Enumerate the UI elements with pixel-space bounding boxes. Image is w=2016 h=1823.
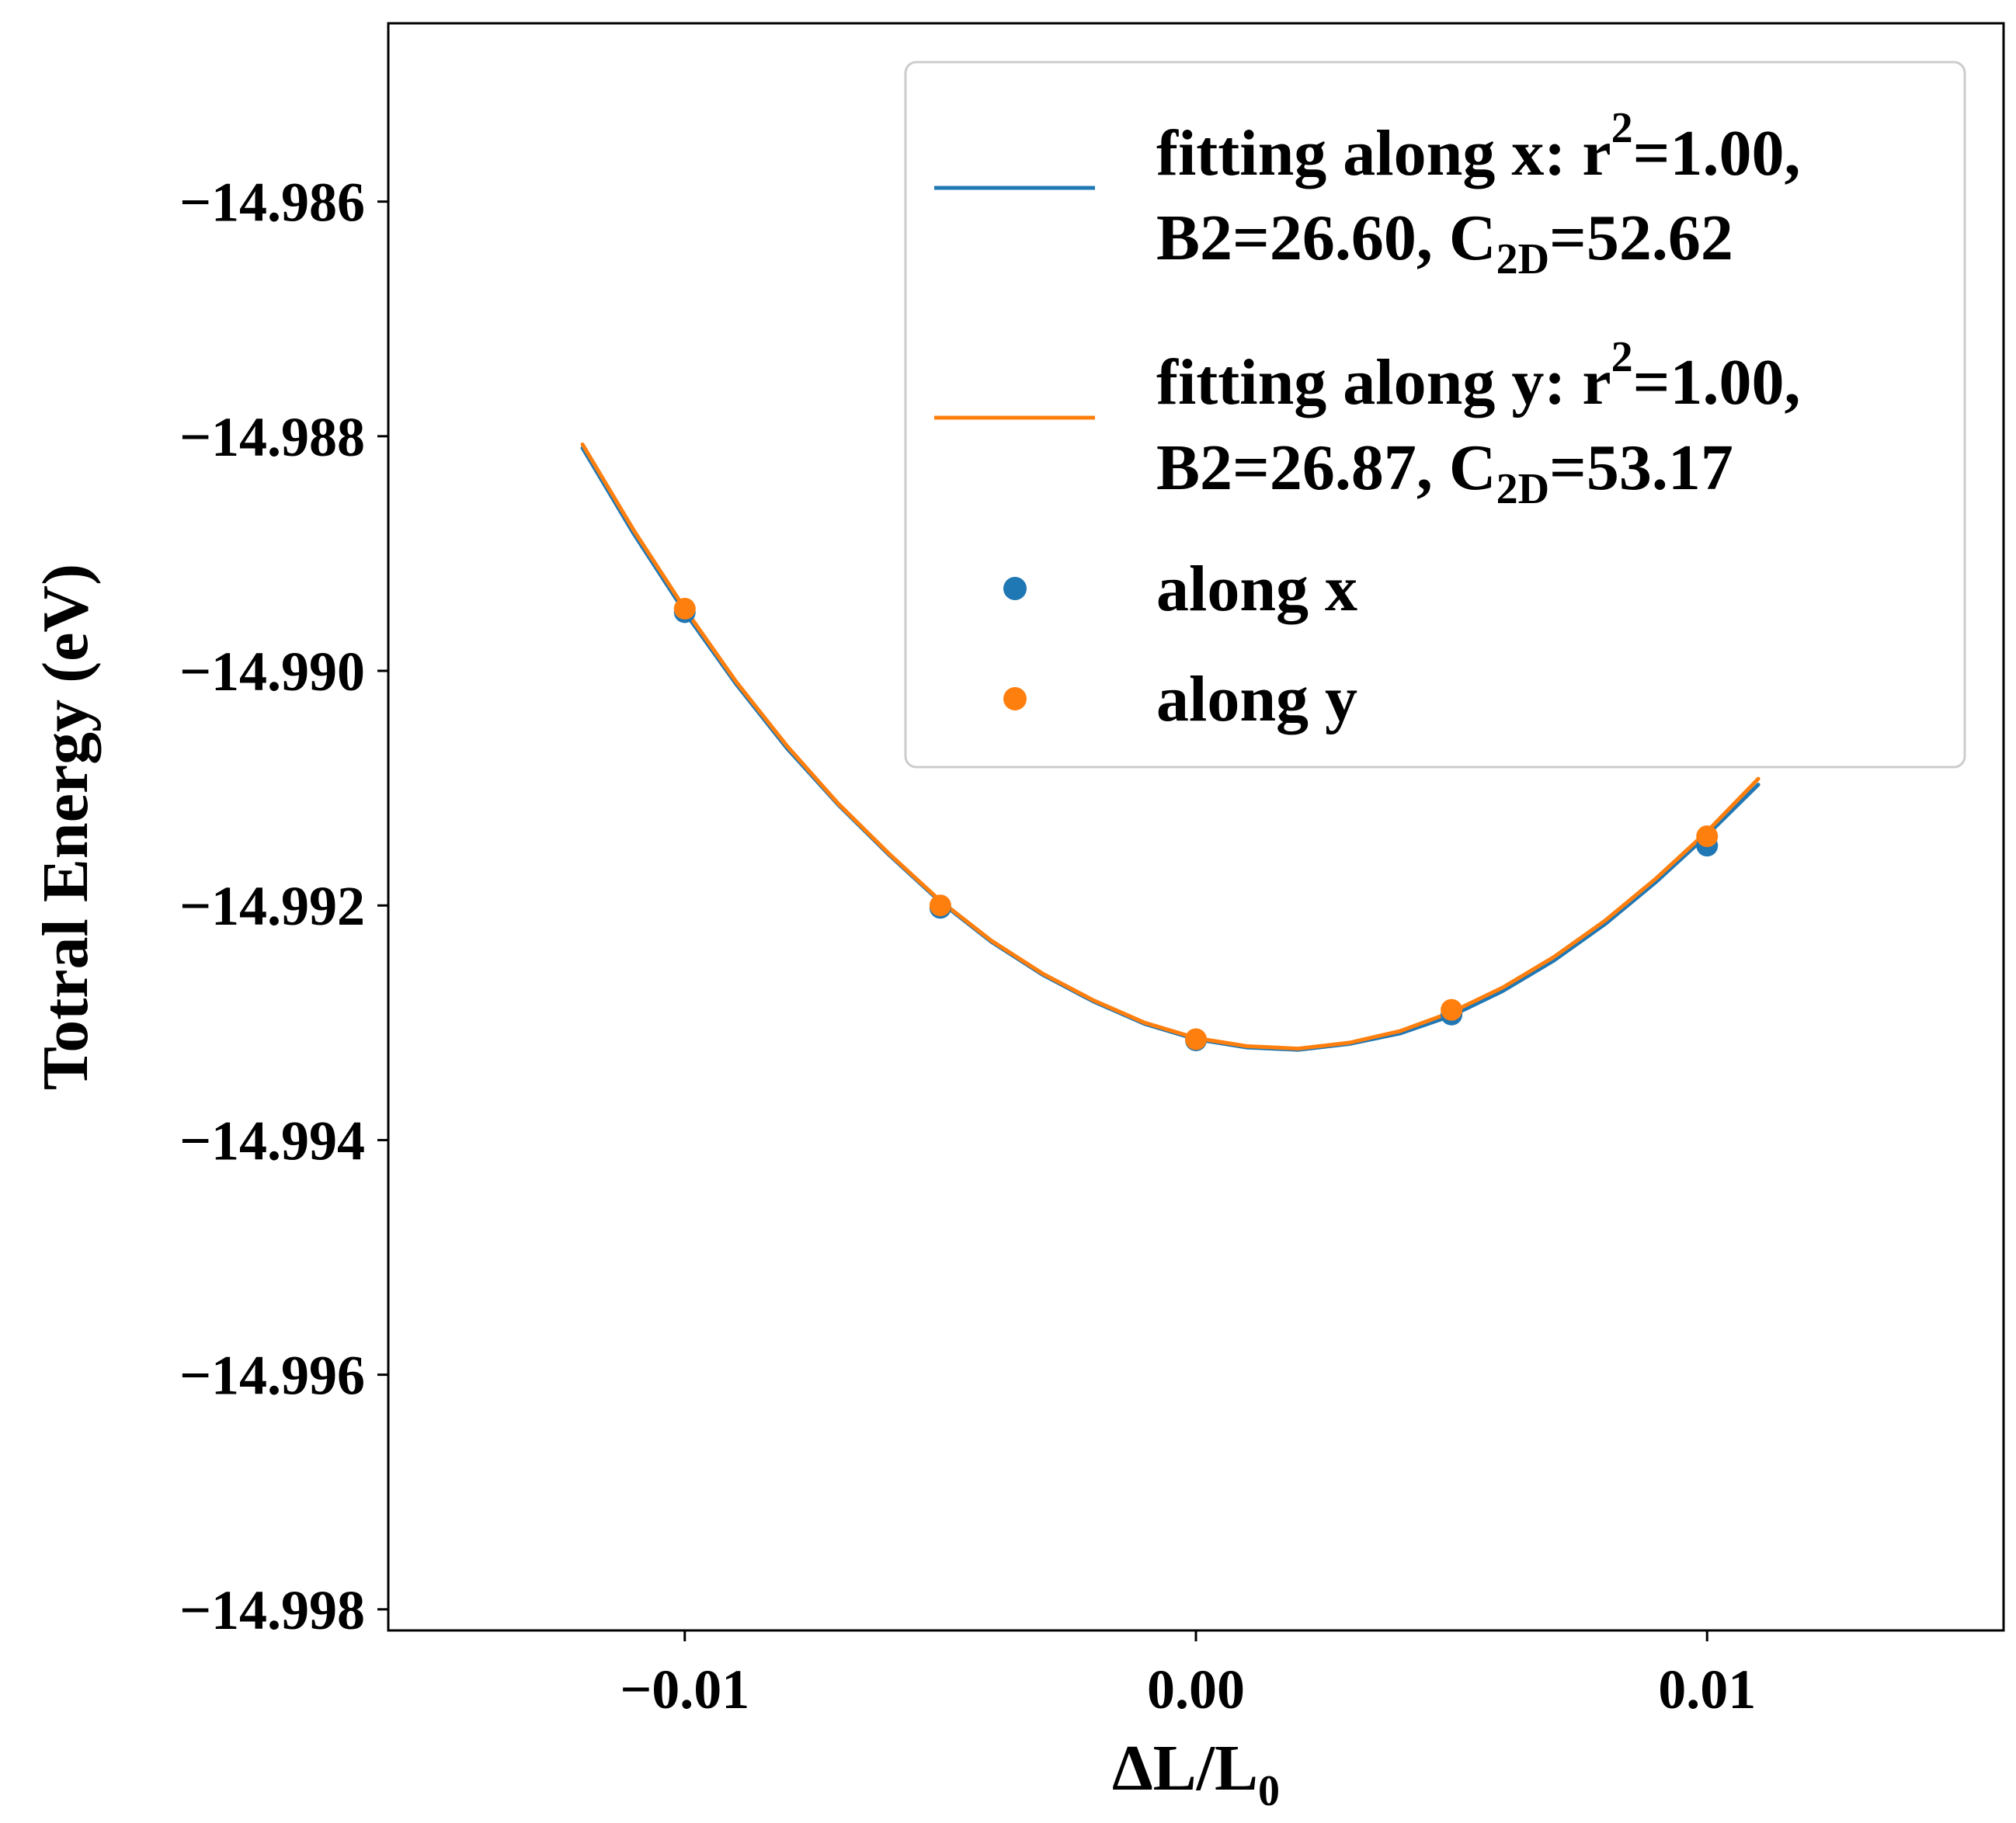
x-axis-title-main: ΔL/L — [1112, 1732, 1258, 1804]
legend-fit-x-line1: fitting along x: r2=1.00, — [1156, 104, 1801, 189]
legend-fit-x-line2-sub: 2D — [1496, 235, 1549, 283]
x-axis-title: ΔL/L0 — [1112, 1732, 1280, 1815]
y-tick-label: −14.998 — [179, 1579, 365, 1641]
legend-fit-y-line1-sup: 2 — [1611, 333, 1633, 381]
legend-pts-y-marker — [1003, 687, 1027, 710]
fit-lines — [580, 442, 1761, 1052]
point-along-y — [673, 597, 696, 620]
legend-fit-y-line2-sub: 2D — [1496, 465, 1549, 513]
y-tick-label: −14.988 — [179, 406, 365, 468]
legend-fit-y-line2-a: B2=26.87, C — [1156, 432, 1496, 504]
legend-fit-y-line1-b: =1.00, — [1633, 346, 1801, 418]
x-tick-label: 0.01 — [1658, 1658, 1756, 1721]
x-tick-label: −0.01 — [620, 1658, 749, 1721]
legend-pts-x-marker — [1003, 577, 1027, 600]
y-tick-label: −14.996 — [179, 1345, 365, 1407]
legend-fit-x-line1-a: fitting along x: r — [1156, 117, 1611, 189]
y-tick-label: −14.994 — [179, 1109, 365, 1172]
x-axis-ticks: −0.01 0.00 0.01 — [620, 1630, 1756, 1721]
legend-pts-x-label: along x — [1156, 553, 1357, 625]
point-along-y — [1696, 825, 1719, 848]
point-along-y — [929, 894, 951, 917]
y-axis-ticks: −14.986 −14.988 −14.990 −14.992 −14.994 −14.9… — [179, 172, 388, 1641]
legend-fit-x-line1-b: =1.00, — [1633, 117, 1801, 189]
x-axis-title-sub: 0 — [1258, 1767, 1280, 1815]
scatter-points — [673, 597, 1719, 1051]
y-tick-label: −14.986 — [179, 172, 365, 234]
legend-fit-x-line1-sup: 2 — [1611, 104, 1633, 152]
y-axis-title: Totral Energy (eV) — [30, 564, 102, 1090]
legend: fitting along x: r2=1.00, B2=26.60, C2D=… — [904, 61, 1966, 769]
legend-fit-y-line1-a: fitting along y: r — [1156, 346, 1611, 418]
legend-fit-y-line2: B2=26.87, C2D=53.17 — [1156, 432, 1733, 513]
y-tick-label: −14.990 — [179, 641, 365, 703]
legend-box — [904, 61, 1966, 769]
point-along-y — [1185, 1028, 1207, 1050]
legend-fit-y-line2-b: =53.17 — [1549, 432, 1733, 504]
y-tick-label: −14.992 — [179, 875, 365, 937]
legend-pts-y-label: along y — [1156, 663, 1357, 735]
fit-line-along-y — [580, 442, 1761, 1051]
x-tick-label: 0.00 — [1147, 1658, 1245, 1721]
legend-fit-x-line2-b: =52.62 — [1549, 202, 1733, 274]
point-along-y — [1441, 998, 1463, 1021]
legend-fit-x-line2-a: B2=26.60, C — [1156, 202, 1496, 274]
legend-fit-x-line2: B2=26.60, C2D=52.62 — [1156, 202, 1733, 283]
legend-fit-y-line1: fitting along y: r2=1.00, — [1156, 333, 1801, 418]
